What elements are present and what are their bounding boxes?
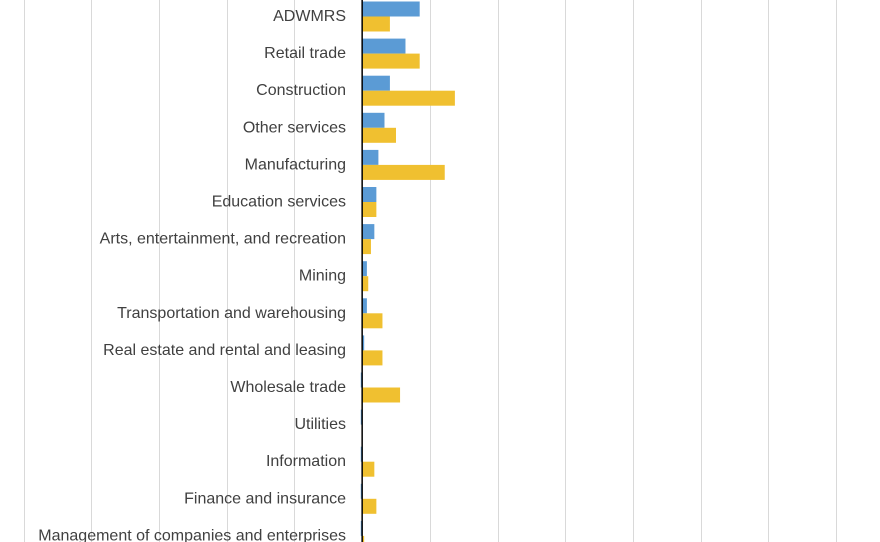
category-label: Construction: [256, 82, 346, 99]
category-label: Retail trade: [264, 45, 346, 62]
category-label: Information: [266, 453, 346, 470]
category-label: Arts, entertainment, and recreation: [100, 231, 346, 248]
bar-series-1: [362, 1, 420, 17]
bar-series-2: [362, 276, 369, 292]
category-label: Manufacturing: [245, 156, 346, 173]
bar-series-2: [362, 53, 420, 69]
category-label: Education services: [212, 194, 346, 211]
category-label: Utilities: [294, 416, 346, 433]
bar-series-2: [362, 239, 371, 255]
category-label: ADWMRS: [273, 8, 346, 25]
bar-series-1: [362, 38, 406, 54]
bar-series-2: [362, 387, 401, 403]
bar-series-2: [362, 313, 383, 329]
category-label: Management of companies and enterprises: [38, 527, 346, 542]
category-label: Mining: [299, 268, 346, 285]
category-label: Transportation and warehousing: [117, 305, 346, 322]
bar-series-2: [362, 164, 445, 180]
category-label: Other services: [243, 119, 346, 136]
bar-series-2: [362, 90, 455, 106]
bar-series-1: [362, 224, 375, 240]
category-label: Finance and insurance: [184, 490, 346, 507]
bar-series-2: [362, 350, 383, 366]
gridlines: [24, 0, 837, 542]
bar-series-1: [362, 335, 365, 351]
bar-series-2: [362, 498, 377, 514]
category-label: Real estate and rental and leasing: [103, 342, 346, 359]
category-label: Wholesale trade: [230, 379, 346, 396]
bar-series-1: [362, 187, 377, 202]
bar-series-2: [362, 535, 365, 542]
bars: [360, 1, 455, 542]
bar-series-2: [362, 16, 390, 32]
bar-series-1: [362, 298, 367, 314]
bar-series-2: [362, 127, 396, 143]
category-labels: ADWMRS Retail trade Construction Other serv…: [38, 8, 346, 542]
bar-series-2: [362, 202, 377, 217]
bar-series-2: [362, 461, 375, 477]
bar-series-1: [362, 75, 390, 91]
bar-series-1: [362, 261, 367, 277]
bar-series-1: [362, 112, 385, 128]
bar-series-1: [362, 149, 379, 165]
